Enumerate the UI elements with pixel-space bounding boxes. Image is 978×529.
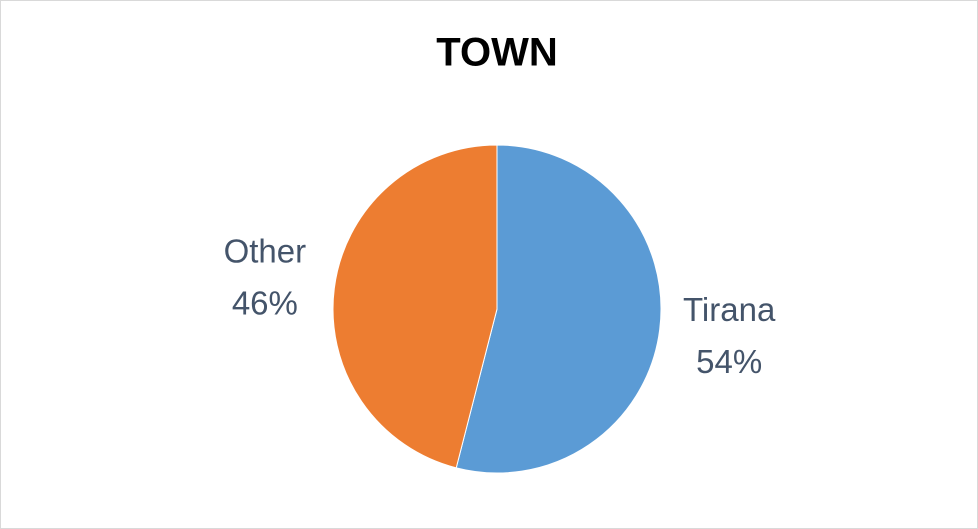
slice-category-label: Tirana (683, 291, 776, 328)
slice-value-label: 54% (696, 343, 762, 380)
slice-category-label: Other (224, 232, 307, 269)
slice-value-label: 46% (232, 284, 298, 321)
pie-slice (455, 144, 662, 474)
chart-title: TOWN (436, 31, 557, 75)
pie-slice (332, 144, 498, 469)
